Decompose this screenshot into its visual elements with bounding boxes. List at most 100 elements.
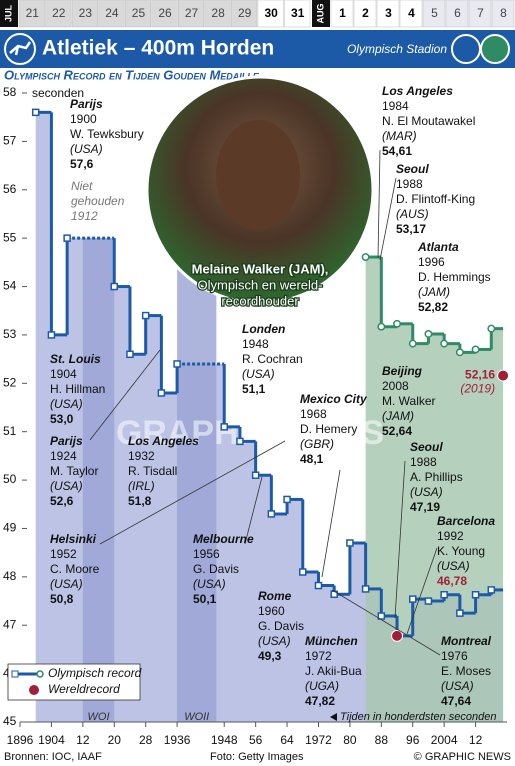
day-label: 22 bbox=[52, 6, 66, 20]
leader-line bbox=[331, 589, 441, 656]
footnote: Tijden in honderdsten seconden bbox=[340, 711, 496, 723]
annotation-city: Los Angeles bbox=[128, 434, 199, 448]
annotation-city: St. Louis bbox=[50, 352, 101, 366]
men-icon bbox=[451, 34, 481, 64]
record-marker bbox=[424, 597, 433, 605]
day-label: 27 bbox=[185, 6, 199, 20]
day-cell bbox=[491, 0, 515, 28]
annotation-year: 1988 bbox=[396, 177, 423, 191]
x-tick-label: 12 bbox=[76, 733, 90, 747]
annotation-year: 1900 bbox=[70, 112, 97, 126]
month-label: JUL bbox=[3, 5, 13, 23]
day-label: 7 bbox=[477, 6, 484, 20]
day-cell bbox=[231, 0, 258, 28]
leader-line bbox=[377, 149, 381, 259]
annotation-country: (USA) bbox=[242, 367, 275, 381]
day-cell bbox=[330, 0, 354, 28]
record-marker bbox=[393, 319, 401, 328]
annotation-year: 1996 bbox=[418, 255, 445, 269]
not-held-note: 1912 bbox=[71, 209, 98, 223]
record-marker bbox=[314, 581, 323, 590]
record-marker bbox=[63, 234, 71, 242]
annotation-year: 1988 bbox=[410, 455, 437, 469]
day-label: 29 bbox=[238, 6, 252, 20]
annotation-country: (MAR) bbox=[382, 129, 417, 143]
day-label: 4 bbox=[408, 6, 415, 20]
not-held-note: gehouden bbox=[71, 194, 125, 208]
annotation-city: Helsinki bbox=[50, 532, 97, 546]
annotation-name: G. Davis bbox=[258, 619, 304, 633]
annotation-time: 49,3 bbox=[258, 649, 282, 663]
x-tick-label: 20 bbox=[108, 733, 122, 747]
sources: Bronnen: IOC, IAAF bbox=[4, 751, 102, 763]
leader-line bbox=[89, 349, 161, 441]
y-tick-label: 58 bbox=[3, 85, 17, 99]
annotation-year: 1976 bbox=[441, 649, 468, 663]
record-marker bbox=[424, 330, 433, 338]
legend-box bbox=[7, 663, 141, 701]
record-marker bbox=[220, 423, 228, 431]
x-tick-label: 1948 bbox=[211, 733, 238, 747]
x-tick-label: 2004 bbox=[431, 733, 458, 747]
sport-icon bbox=[4, 33, 36, 65]
annotation-time: 47,82 bbox=[305, 694, 335, 708]
day-label: 24 bbox=[105, 6, 119, 20]
legend-swatch bbox=[29, 685, 39, 695]
annotation-year: 1968 bbox=[300, 407, 327, 421]
annotation-time: 50,1 bbox=[193, 592, 217, 606]
photo-face bbox=[216, 120, 300, 230]
record-marker bbox=[361, 585, 370, 593]
annotation-country: (USA) bbox=[70, 142, 103, 156]
x-tick-label: 1904 bbox=[38, 733, 65, 747]
annotation-city: Mexico City bbox=[300, 392, 368, 406]
day-label: 30 bbox=[265, 6, 279, 20]
record-marker bbox=[377, 612, 386, 620]
record-marker bbox=[31, 108, 40, 117]
annotation-country: (UGA) bbox=[305, 679, 339, 693]
x-tick-label: 1972 bbox=[305, 733, 332, 747]
record-marker bbox=[283, 495, 291, 504]
war-band bbox=[82, 238, 115, 722]
record-marker bbox=[173, 360, 181, 368]
annotation-name: D. Hemmings bbox=[418, 270, 491, 284]
annotation-country: (JAM) bbox=[418, 285, 450, 299]
day-cell bbox=[124, 0, 151, 28]
day-label: 23 bbox=[79, 6, 93, 20]
annotation-city: Beijing bbox=[382, 364, 423, 378]
day-cell bbox=[445, 0, 469, 28]
not-held-note: Niet bbox=[71, 179, 93, 193]
annotation-year: 1904 bbox=[50, 367, 77, 381]
annotation-time: 47,19 bbox=[410, 500, 440, 514]
annotation-name: C. Moore bbox=[50, 562, 100, 576]
annotation-city: Rome bbox=[258, 589, 292, 603]
month-box bbox=[0, 0, 18, 27]
record-marker bbox=[251, 471, 260, 479]
day-cell bbox=[151, 0, 178, 28]
annotation-year: 1948 bbox=[242, 337, 269, 351]
watermark: GRAPHIC NEWS bbox=[116, 414, 384, 452]
annotation-name: H. Hillman bbox=[50, 382, 105, 396]
annotation-city: Atlanta bbox=[417, 240, 459, 254]
title-bar bbox=[0, 30, 515, 68]
annotation-time: 51,1 bbox=[242, 382, 266, 396]
y-tick-label: 45 bbox=[3, 714, 17, 728]
annotation-country: (GBR) bbox=[300, 437, 334, 451]
world-record-marker bbox=[497, 369, 510, 382]
leader-line bbox=[406, 547, 438, 635]
record-marker bbox=[487, 586, 496, 594]
annotation-name: M. Walker bbox=[382, 394, 436, 408]
record-marker bbox=[299, 568, 307, 576]
day-label: 6 bbox=[454, 6, 461, 20]
annotation-year: 1984 bbox=[382, 99, 409, 113]
annotation-country: (IRL) bbox=[128, 479, 155, 493]
annotation-name: N. El Moutawakel bbox=[382, 114, 475, 128]
annotation-name: R. Tisdall bbox=[128, 464, 177, 478]
annotation-name: D. Hemery bbox=[300, 422, 357, 436]
record-marker bbox=[440, 590, 448, 599]
day-label: 21 bbox=[26, 6, 40, 20]
annotation-time: 47,64 bbox=[441, 694, 471, 708]
record-marker bbox=[361, 253, 370, 261]
annotation-year: 1924 bbox=[50, 449, 77, 463]
